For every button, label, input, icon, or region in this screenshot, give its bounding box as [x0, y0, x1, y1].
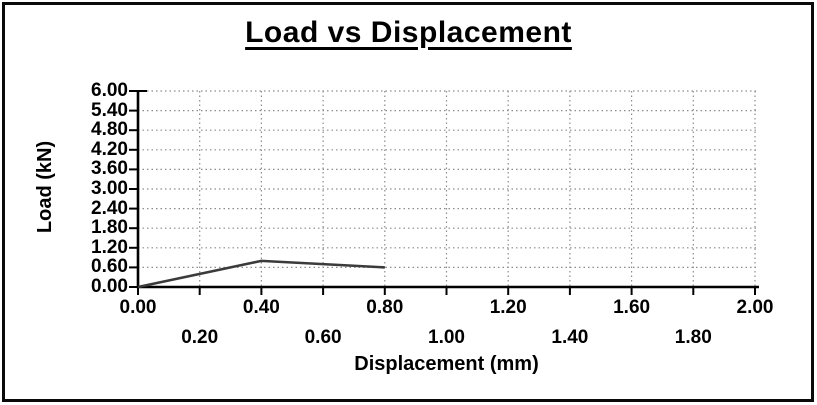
y-tick-label: 2.40 [91, 197, 128, 219]
series-line-load [137, 259, 385, 289]
x-tick-label: 0.80 [366, 297, 404, 318]
y-tick-label: 5.40 [91, 99, 128, 121]
x-axis-title: Displacement (mm) [354, 353, 539, 375]
y-tick-label: 4.20 [91, 138, 128, 160]
x-tick-label: 1.60 [613, 297, 651, 318]
y-tick-label: 3.60 [91, 158, 128, 180]
x-tick-label: 1.40 [551, 327, 589, 348]
x-tick-label: 0.40 [242, 297, 280, 318]
y-tick-label: 6.00 [91, 80, 128, 101]
y-tick-label: 1.20 [91, 236, 128, 258]
chart-title: Load vs Displacement [245, 16, 572, 49]
y-tick-label: 4.80 [91, 119, 128, 141]
x-tick-label: 0.00 [119, 297, 157, 318]
x-tick-label: 0.60 [304, 327, 342, 348]
x-tick-label: 1.00 [428, 327, 465, 348]
x-tick-label: 2.00 [736, 297, 774, 318]
y-tick-label: 0.00 [91, 276, 128, 297]
x-tick-label: 1.80 [674, 327, 712, 348]
y-tick-label: 0.60 [91, 256, 128, 278]
y-tick-label: 1.80 [91, 217, 128, 239]
y-tick-label: 3.00 [91, 178, 128, 199]
x-tick-label: 0.20 [181, 327, 219, 348]
x-tick-label: 1.20 [489, 297, 527, 318]
